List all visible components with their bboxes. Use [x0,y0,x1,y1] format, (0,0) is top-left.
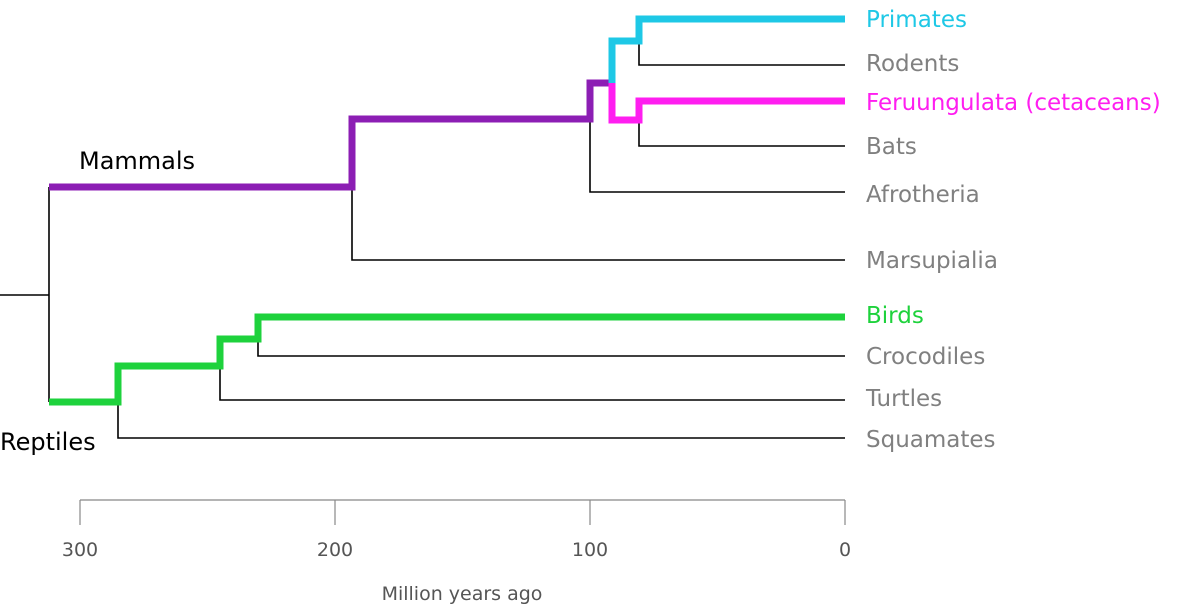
taxon-marsupialia: Marsupialia [866,248,998,274]
tick-label-0: 0 [839,539,851,561]
lineage-primates [608,15,845,83]
taxon-birds: Birds [866,303,924,329]
time-axis [79,499,846,525]
axis-title: Million years ago [382,583,543,605]
branch-afrotheria [589,119,845,193]
taxon-turtles: Turtles [865,386,942,412]
taxon-primates: Primates [866,7,967,33]
taxon-squamates: Squamates [866,427,996,453]
branch-rodents [638,31,845,66]
tick-label-200: 200 [317,539,353,561]
branch-squamates [117,402,845,439]
branch-marsupialia [351,187,845,261]
branch-crocodiles [257,339,845,357]
lineage-mammals [49,79,612,191]
taxon-rodents: Rodents [866,51,959,77]
lineage-feruungulata [608,83,845,124]
tick-label-300: 300 [62,539,98,561]
group-label-mammals: Mammals [79,147,195,175]
taxon-feruungulata: Feruungulata (cetaceans) [866,90,1161,116]
taxon-bats: Bats [866,134,917,160]
taxon-afrotheria: Afrotheria [866,182,980,208]
tick-label-100: 100 [572,539,608,561]
group-label-reptiles: Reptiles [0,428,96,456]
lineage-birds [49,313,845,406]
branch-bats [638,101,845,147]
thin-branches [0,31,845,439]
branch-turtles [219,366,845,401]
taxon-crocodiles: Crocodiles [866,344,985,370]
